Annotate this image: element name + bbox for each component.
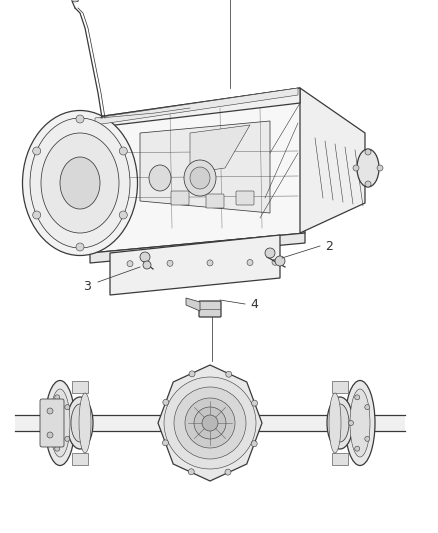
- Text: 3: 3: [83, 280, 91, 294]
- Ellipse shape: [50, 389, 70, 457]
- Ellipse shape: [149, 165, 171, 191]
- Circle shape: [71, 0, 79, 2]
- Circle shape: [365, 149, 371, 155]
- Circle shape: [349, 421, 353, 425]
- Circle shape: [76, 243, 84, 251]
- Circle shape: [207, 260, 213, 266]
- Ellipse shape: [67, 397, 93, 449]
- Polygon shape: [90, 88, 300, 128]
- Circle shape: [355, 446, 360, 451]
- Ellipse shape: [331, 404, 349, 442]
- Ellipse shape: [357, 149, 379, 187]
- Polygon shape: [110, 235, 280, 295]
- Circle shape: [365, 181, 371, 187]
- Circle shape: [174, 387, 246, 459]
- Circle shape: [33, 211, 41, 219]
- Polygon shape: [158, 365, 262, 481]
- Polygon shape: [190, 125, 250, 173]
- Circle shape: [185, 398, 235, 448]
- Ellipse shape: [184, 160, 216, 196]
- Ellipse shape: [60, 157, 100, 209]
- Ellipse shape: [79, 393, 91, 453]
- Circle shape: [353, 165, 359, 171]
- Polygon shape: [72, 453, 88, 465]
- Ellipse shape: [190, 167, 210, 189]
- Circle shape: [55, 446, 60, 451]
- Circle shape: [226, 371, 232, 377]
- Circle shape: [272, 259, 278, 265]
- Ellipse shape: [350, 389, 370, 457]
- Ellipse shape: [22, 110, 138, 255]
- Circle shape: [140, 252, 150, 262]
- Polygon shape: [186, 298, 200, 311]
- Polygon shape: [90, 233, 305, 263]
- Polygon shape: [90, 88, 305, 253]
- Circle shape: [225, 469, 231, 475]
- Ellipse shape: [345, 381, 375, 465]
- Circle shape: [365, 405, 370, 410]
- Circle shape: [188, 469, 194, 475]
- Circle shape: [251, 441, 257, 447]
- Circle shape: [143, 261, 151, 269]
- Circle shape: [49, 421, 53, 425]
- Circle shape: [33, 147, 41, 155]
- Circle shape: [163, 399, 169, 405]
- Polygon shape: [140, 121, 270, 213]
- Circle shape: [76, 115, 84, 123]
- Circle shape: [275, 256, 285, 266]
- Text: 2: 2: [325, 239, 333, 253]
- Circle shape: [55, 395, 60, 400]
- Circle shape: [47, 408, 53, 414]
- Circle shape: [119, 147, 127, 155]
- Circle shape: [189, 371, 195, 377]
- Ellipse shape: [327, 397, 353, 449]
- Circle shape: [65, 437, 70, 441]
- FancyBboxPatch shape: [171, 191, 189, 205]
- FancyBboxPatch shape: [199, 301, 221, 317]
- Text: 4: 4: [250, 297, 258, 311]
- Circle shape: [265, 248, 275, 258]
- Polygon shape: [332, 453, 348, 465]
- Ellipse shape: [71, 404, 89, 442]
- Circle shape: [162, 440, 169, 446]
- Polygon shape: [332, 381, 348, 393]
- Circle shape: [365, 437, 370, 441]
- FancyBboxPatch shape: [236, 191, 254, 205]
- Circle shape: [194, 407, 226, 439]
- Polygon shape: [95, 88, 298, 125]
- Circle shape: [202, 415, 218, 431]
- FancyBboxPatch shape: [40, 399, 64, 447]
- Ellipse shape: [329, 393, 341, 453]
- Circle shape: [164, 377, 256, 469]
- Circle shape: [65, 405, 70, 410]
- Circle shape: [251, 400, 258, 406]
- Circle shape: [167, 260, 173, 266]
- Ellipse shape: [30, 118, 130, 248]
- Circle shape: [127, 261, 133, 266]
- Circle shape: [247, 260, 253, 265]
- Polygon shape: [15, 415, 405, 431]
- FancyBboxPatch shape: [206, 194, 224, 208]
- Circle shape: [119, 211, 127, 219]
- Circle shape: [377, 165, 383, 171]
- Circle shape: [355, 395, 360, 400]
- Ellipse shape: [41, 133, 119, 233]
- Circle shape: [47, 432, 53, 438]
- Polygon shape: [72, 381, 88, 393]
- Polygon shape: [300, 88, 365, 233]
- Ellipse shape: [45, 381, 75, 465]
